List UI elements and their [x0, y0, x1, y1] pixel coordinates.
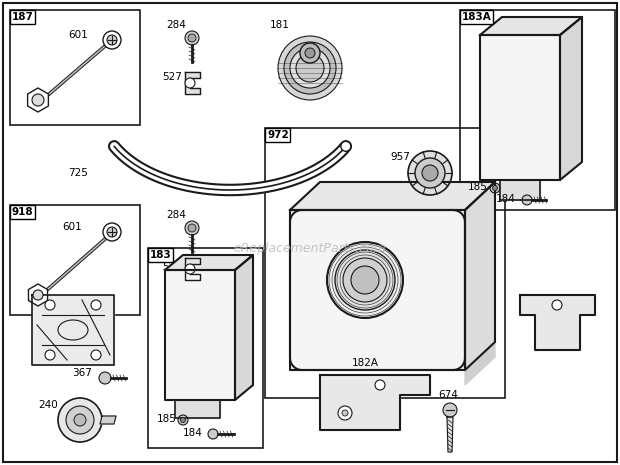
Polygon shape	[520, 295, 595, 350]
Polygon shape	[290, 210, 465, 370]
Circle shape	[327, 242, 403, 318]
Text: 284: 284	[166, 210, 186, 220]
Circle shape	[74, 414, 86, 426]
Text: 183: 183	[150, 250, 172, 260]
Bar	[148, 248, 263, 448]
Circle shape	[305, 48, 315, 58]
Text: 284: 284	[166, 20, 186, 30]
Polygon shape	[465, 342, 495, 385]
Circle shape	[185, 31, 199, 45]
Circle shape	[375, 380, 385, 390]
Bar	[10, 10, 140, 125]
Polygon shape	[175, 400, 220, 418]
Polygon shape	[185, 258, 200, 280]
Polygon shape	[290, 182, 495, 210]
Circle shape	[185, 78, 195, 88]
Circle shape	[32, 94, 44, 106]
Circle shape	[107, 227, 117, 237]
Circle shape	[188, 34, 196, 42]
Polygon shape	[32, 295, 114, 365]
Text: 187: 187	[12, 12, 34, 22]
Polygon shape	[28, 88, 48, 112]
Circle shape	[290, 48, 330, 88]
Circle shape	[91, 300, 101, 310]
Circle shape	[351, 266, 379, 294]
Bar	[460, 10, 615, 210]
Circle shape	[185, 221, 199, 235]
Circle shape	[91, 350, 101, 360]
Bar	[265, 128, 505, 398]
Circle shape	[415, 158, 445, 188]
Polygon shape	[165, 255, 253, 270]
Polygon shape	[185, 72, 200, 94]
Text: eReplacementParts.com: eReplacementParts.com	[234, 241, 386, 254]
Circle shape	[58, 398, 102, 442]
Text: 957: 957	[390, 152, 410, 162]
Circle shape	[342, 410, 348, 416]
Circle shape	[45, 350, 55, 360]
Circle shape	[45, 300, 55, 310]
Circle shape	[107, 35, 117, 45]
Circle shape	[490, 183, 500, 193]
Polygon shape	[480, 17, 582, 35]
Circle shape	[178, 415, 188, 425]
Text: 185: 185	[468, 182, 488, 192]
Circle shape	[300, 43, 320, 63]
Text: 918: 918	[12, 207, 33, 217]
Text: 387: 387	[65, 300, 85, 310]
Text: 725: 725	[68, 168, 88, 178]
Circle shape	[33, 290, 43, 300]
Text: 601: 601	[62, 222, 82, 232]
Circle shape	[341, 141, 351, 151]
Circle shape	[408, 151, 452, 195]
Polygon shape	[165, 270, 235, 400]
Circle shape	[338, 406, 352, 420]
Circle shape	[208, 429, 218, 439]
Text: 674: 674	[438, 390, 458, 400]
Polygon shape	[500, 180, 540, 200]
Text: 182A: 182A	[352, 358, 379, 368]
Text: 527: 527	[162, 262, 182, 272]
Text: 601: 601	[68, 30, 88, 40]
Polygon shape	[465, 182, 495, 370]
Text: 367: 367	[72, 368, 92, 378]
Text: 181: 181	[270, 20, 290, 30]
Circle shape	[492, 186, 497, 191]
Circle shape	[552, 300, 562, 310]
Text: 184: 184	[183, 428, 203, 438]
Bar	[10, 205, 140, 315]
Circle shape	[522, 195, 532, 205]
Circle shape	[443, 403, 457, 417]
Text: 184: 184	[496, 194, 516, 204]
Polygon shape	[29, 284, 48, 306]
Circle shape	[343, 258, 387, 302]
Polygon shape	[100, 416, 116, 424]
Circle shape	[103, 31, 121, 49]
Circle shape	[278, 36, 342, 100]
Polygon shape	[480, 35, 560, 180]
Circle shape	[335, 250, 395, 310]
Circle shape	[185, 264, 195, 274]
Circle shape	[188, 224, 196, 232]
Circle shape	[422, 165, 438, 181]
Text: 185: 185	[157, 414, 177, 424]
Circle shape	[99, 372, 111, 384]
Circle shape	[180, 418, 185, 423]
Circle shape	[66, 406, 94, 434]
Circle shape	[296, 54, 324, 82]
Circle shape	[103, 223, 121, 241]
Circle shape	[284, 42, 336, 94]
Text: 182: 182	[540, 330, 560, 340]
Polygon shape	[235, 255, 253, 400]
Text: 972: 972	[267, 130, 289, 140]
Text: 183A: 183A	[462, 12, 492, 22]
Polygon shape	[560, 17, 582, 180]
Text: 527: 527	[162, 72, 182, 82]
Text: 240: 240	[38, 400, 58, 410]
Polygon shape	[320, 375, 430, 430]
Polygon shape	[447, 417, 453, 452]
